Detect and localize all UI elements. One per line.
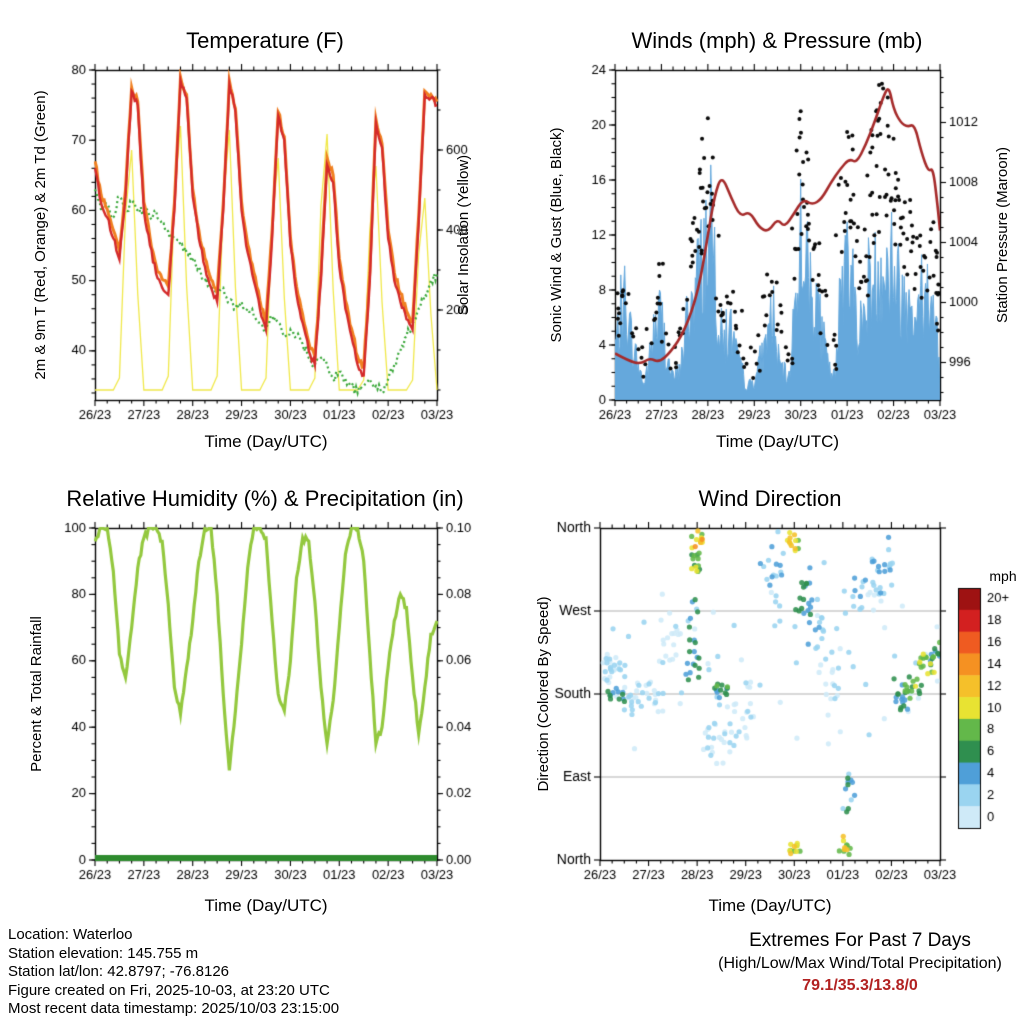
humidity-x-axis-label: Time (Day/UTC)	[204, 896, 328, 915]
humidity-precip-chart-canvas	[0, 462, 512, 924]
extremes-values: 79.1/35.3/13.8/0	[802, 977, 918, 994]
station-info-block: Location: Waterloo Station elevation: 14…	[8, 926, 339, 1019]
temperature-chart-canvas	[0, 0, 512, 462]
station-location-line: Location: Waterloo	[8, 926, 133, 943]
extremes-block: Extremes For Past 7 Days (High/Low/Max W…	[650, 930, 1024, 995]
wind-direction-title: Wind Direction	[698, 486, 842, 511]
wind-direction-left-axis-label: Direction (Colored By Speed)	[535, 596, 552, 792]
humidity-precip-panel: Relative Humidity (%) & Precipitation (i…	[0, 462, 512, 924]
extremes-title: Extremes For Past 7 Days	[749, 930, 971, 951]
figure-created-line: Figure created on Fri, 2025-10-03, at 23…	[8, 981, 330, 999]
winds-pressure-chart-canvas	[512, 0, 1024, 462]
temperature-title: Temperature (F)	[186, 28, 344, 53]
wind-direction-panel: Wind Direction Direction (Colored By Spe…	[512, 462, 1024, 924]
data-timestamp-line: Most recent data timestamp: 2025/10/03 2…	[8, 1000, 340, 1017]
temperature-panel: Temperature (F) 2m & 9m T (Red, Orange) …	[0, 0, 512, 462]
wind-direction-x-axis-label: Time (Day/UTC)	[708, 896, 832, 915]
temperature-right-axis-label: Solar Insolation (Yellow)	[455, 154, 472, 316]
wind-direction-chart-canvas	[512, 462, 1024, 924]
humidity-precip-title: Relative Humidity (%) & Precipitation (i…	[66, 486, 464, 511]
winds-pressure-panel: Winds (mph) & Pressure (mb) Sonic Wind &…	[512, 0, 1024, 462]
temperature-left-axis-label: 2m & 9m T (Red, Orange) & 2m Td (Green)	[32, 90, 49, 380]
extremes-subtitle: (High/Low/Max Wind/Total Precipitation)	[718, 955, 1002, 972]
humidity-left-axis-label: Percent & Total Rainfall	[28, 616, 45, 772]
winds-pressure-title: Winds (mph) & Pressure (mb)	[631, 28, 923, 53]
station-elevation-line: Station elevation: 145.755 m	[8, 944, 199, 962]
pressure-right-axis-label: Station Pressure (Maroon)	[994, 147, 1011, 323]
winds-left-axis-label: Sonic Wind & Gust (Blue, Black)	[548, 127, 565, 343]
station-latlon-line: Station lat/lon: 42.8797; -76.8126	[8, 963, 230, 980]
temperature-x-axis-label: Time (Day/UTC)	[204, 432, 328, 451]
colorbar-unit-label: mph	[989, 568, 1017, 584]
winds-x-axis-label: Time (Day/UTC)	[715, 432, 840, 451]
